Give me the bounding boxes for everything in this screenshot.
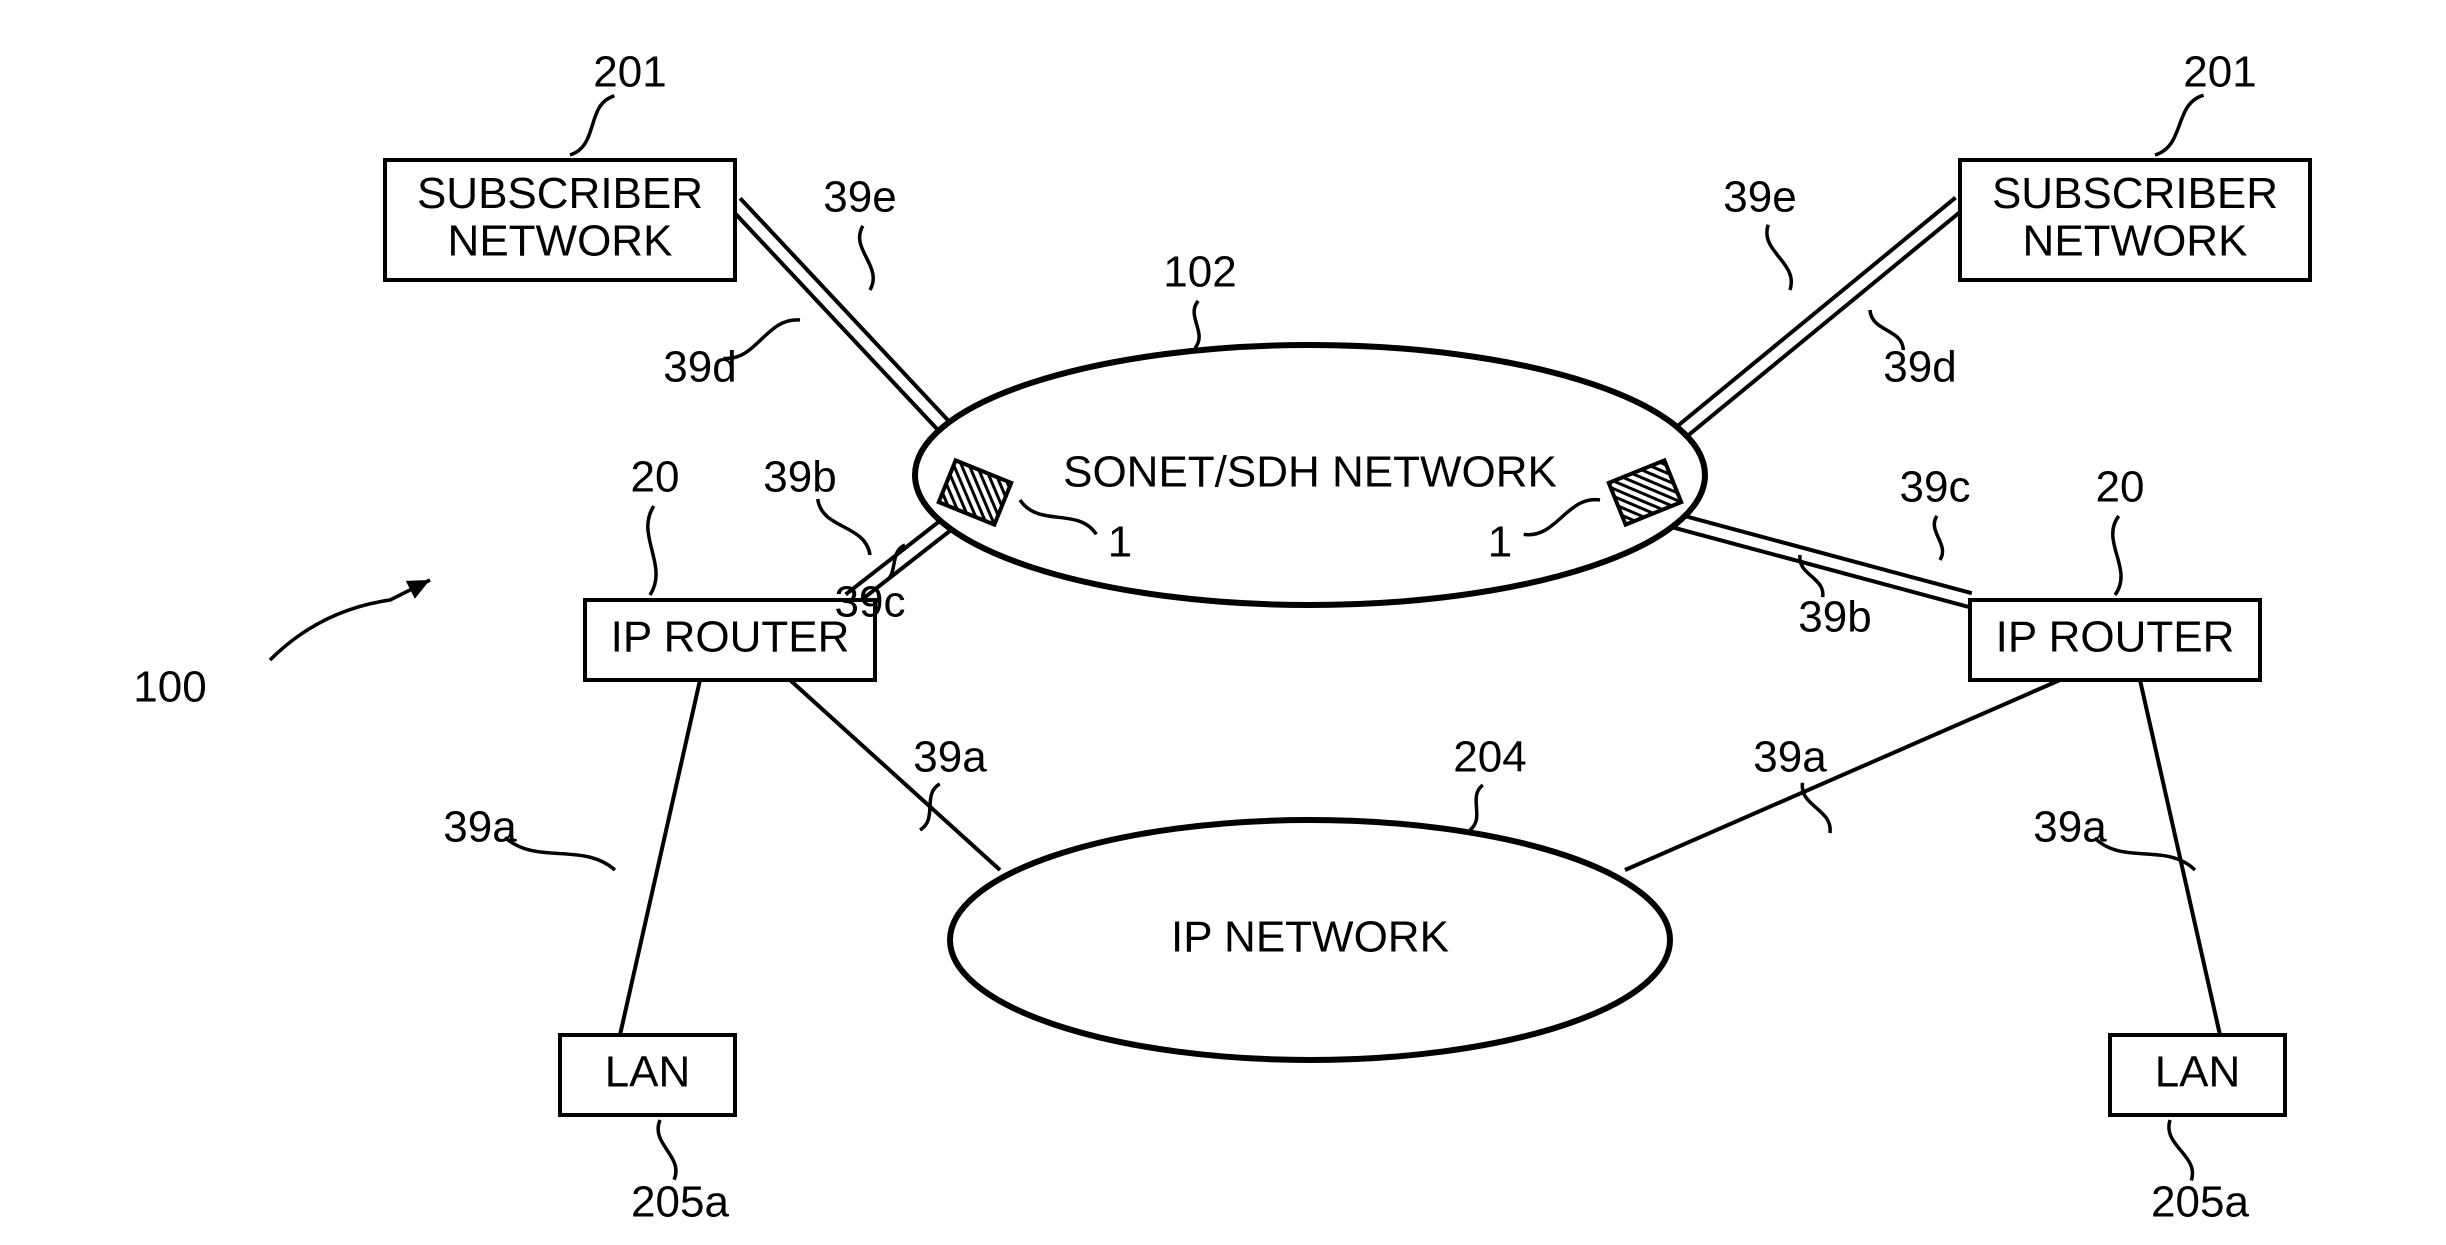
ref-label-201-0: 201 bbox=[593, 48, 666, 97]
lan_left-label-0: LAN bbox=[605, 1048, 691, 1097]
ref-label-20-14: 20 bbox=[2096, 463, 2145, 512]
ref-lead-39c-12 bbox=[1934, 516, 1942, 560]
sub_right-label-0: SUBSCRIBER bbox=[1992, 169, 2278, 218]
ref-label-39c-9: 39c bbox=[835, 578, 906, 627]
e_ipnet_r bbox=[1625, 680, 2060, 870]
ref-lead-205a-20 bbox=[658, 1120, 676, 1180]
ref-label-39d-5: 39d bbox=[1883, 343, 1956, 392]
ellipses: SONET/SDH NETWORK IP NETWORK bbox=[915, 345, 1705, 1060]
e_lan_r bbox=[2140, 680, 2220, 1035]
ref-arrow-100: 100 bbox=[133, 580, 430, 712]
ref-label-39d-4: 39d bbox=[663, 343, 736, 392]
ref-label-201-1: 201 bbox=[2183, 48, 2256, 97]
ref-label-39a-18: 39a bbox=[443, 803, 517, 852]
sub_left-label-0: SUBSCRIBER bbox=[417, 169, 703, 218]
ref-label-205a-21: 205a bbox=[2151, 1178, 2249, 1227]
ref-label-39a-17: 39a bbox=[1753, 733, 1827, 782]
ref-label-100: 100 bbox=[133, 663, 206, 712]
ref-lead-204-15 bbox=[1470, 785, 1483, 830]
ref-lead-39b-8 bbox=[818, 499, 870, 555]
lan_right-label-0: LAN bbox=[2155, 1048, 2241, 1097]
sub_right-label-1: NETWORK bbox=[2023, 216, 2248, 265]
ref-label-39a-16: 39a bbox=[913, 733, 987, 782]
e_lan_l bbox=[620, 680, 700, 1035]
ref-lead-102-6 bbox=[1194, 301, 1199, 348]
ref-lead-39e-3 bbox=[1767, 225, 1791, 290]
sub_left-label-1: NETWORK bbox=[448, 216, 673, 265]
ref-lead-39a-16 bbox=[920, 784, 940, 830]
ref-label-204-15: 204 bbox=[1453, 733, 1526, 782]
ref-label-39b-13: 39b bbox=[1798, 593, 1871, 642]
ref-lead-205a-21 bbox=[2169, 1120, 2193, 1180]
sonet-label: SONET/SDH NETWORK bbox=[1063, 448, 1557, 497]
ref-label-39a-19: 39a bbox=[2033, 803, 2107, 852]
ref-label-205a-20: 205a bbox=[631, 1178, 729, 1227]
e_sub_r bbox=[1631, 198, 1956, 465]
ipr_right-label-0: IP ROUTER bbox=[1996, 613, 2235, 662]
network-diagram: SONET/SDH NETWORKIP NETWORKSUBSCRIBERNET… bbox=[0, 0, 2446, 1245]
ref-arrow-100-line bbox=[270, 580, 430, 660]
ref-lead-20-7 bbox=[648, 506, 656, 595]
e_ipr_r bbox=[1667, 511, 1972, 593]
ref-label-39e-3: 39e bbox=[1723, 173, 1796, 222]
ref-lead-20-14 bbox=[2113, 516, 2121, 595]
ref-lead-201-1 bbox=[2155, 95, 2204, 155]
ref-lead-201-0 bbox=[570, 96, 614, 155]
ref-lead-39e-2 bbox=[860, 226, 874, 290]
ref-label-20-7: 20 bbox=[631, 453, 680, 502]
ref-label-39b-8: 39b bbox=[763, 453, 836, 502]
ipr_left-label-0: IP ROUTER bbox=[611, 613, 850, 662]
ref-label-1-10: 1 bbox=[1108, 518, 1132, 567]
ipnet-label: IP NETWORK bbox=[1171, 913, 1449, 962]
ref-label-102-6: 102 bbox=[1163, 248, 1236, 297]
ref-label-1-11: 1 bbox=[1488, 518, 1512, 567]
ref-label-39c-12: 39c bbox=[1900, 463, 1971, 512]
ref-label-39e-2: 39e bbox=[823, 173, 896, 222]
ref-lead-39a-18 bbox=[505, 837, 615, 870]
